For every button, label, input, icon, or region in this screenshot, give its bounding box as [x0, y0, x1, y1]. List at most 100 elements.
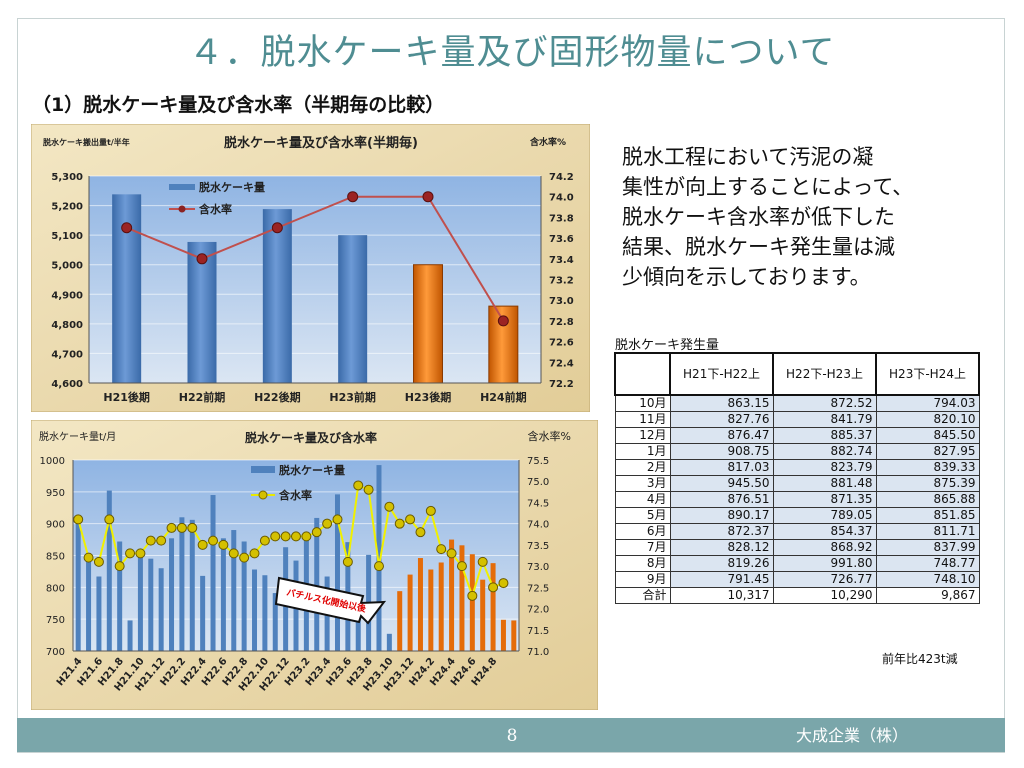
table-row: 6月 872.37 854.37 811.71: [614, 523, 980, 540]
moisture-point: [196, 253, 208, 265]
y2-tick-label: 72.0: [527, 605, 549, 616]
moisture-point: [353, 480, 364, 491]
month-cell: 9月: [614, 571, 671, 588]
y-tick-label: 5,300: [51, 172, 83, 183]
month-cell: 合計: [614, 587, 671, 604]
table-column-header: H22下-H23上: [772, 352, 877, 396]
moisture-point: [280, 531, 291, 542]
y-axis-label: 脱水ケーキ量t/月: [39, 430, 116, 443]
value-cell: 991.80: [772, 555, 877, 572]
y-tick-label: 5,200: [51, 202, 83, 213]
month-cell: 10月: [614, 394, 671, 412]
year-comparison-note: 前年比423t減: [882, 652, 958, 666]
legend-bar-swatch: [251, 466, 275, 473]
y-tick-label: 4,700: [51, 349, 83, 360]
moisture-point: [394, 518, 405, 529]
y2-tick-label: 73.8: [549, 213, 574, 224]
bar: [241, 541, 247, 651]
bar: [179, 517, 185, 651]
bar: [262, 209, 292, 383]
value-cell: 820.10: [875, 411, 980, 428]
value-cell: 748.77: [875, 555, 980, 572]
bar: [272, 593, 278, 651]
moisture-point: [311, 527, 322, 538]
value-cell: 789.05: [772, 507, 877, 524]
value-cell: 871.35: [772, 491, 877, 508]
bar: [459, 545, 465, 651]
description-line: 集性が向上することによって、: [622, 175, 914, 199]
moisture-point: [135, 548, 146, 559]
value-cell: 827.76: [669, 411, 774, 428]
legend-line-label: 含水率: [198, 202, 232, 216]
y2-tick-label: 72.5: [527, 583, 549, 594]
y-tick-label: 5,100: [51, 231, 83, 242]
moisture-point: [208, 535, 219, 546]
legend-line-marker: [178, 205, 186, 213]
moisture-point: [332, 514, 343, 525]
bar: [490, 563, 496, 651]
bar: [334, 494, 340, 651]
y-tick-label: 700: [46, 647, 65, 658]
moisture-point: [270, 531, 281, 542]
section-subtitle: （1）脱水ケーキ量及び含水率（半期毎の比較）: [32, 94, 445, 116]
half-year-chart-svg: 4,600 4,700 4,800 4,900 5,000 5,100 5,200 5,300…: [30, 123, 591, 413]
month-cell: 1月: [614, 443, 671, 460]
moisture-point: [422, 191, 434, 203]
bar: [262, 575, 268, 651]
moisture-line: [126, 195, 505, 322]
value-cell: 845.50: [875, 427, 980, 444]
legend-bar-label: 脱水ケーキ量: [279, 463, 345, 477]
moisture-point: [197, 539, 208, 550]
value-cell: 872.52: [772, 394, 877, 412]
y-tick-label: 4,900: [51, 290, 83, 301]
value-cell: 876.51: [669, 491, 774, 508]
legend: 脱水ケーキ量 含水率: [251, 463, 345, 502]
monthly-chart: 700 750 800 850 900 950 1000 71.0 71.5 72.0 72.5 73…: [30, 419, 599, 711]
moisture-point: [114, 561, 125, 572]
value-cell: 726.77: [772, 571, 877, 588]
bar: [117, 541, 123, 651]
moisture-point: [467, 590, 478, 601]
y2-tick-label: 73.6: [549, 234, 574, 245]
y2-tick-label: 72.6: [549, 338, 574, 349]
y-tick-label: 4,600: [51, 379, 83, 390]
bar: [500, 619, 506, 651]
month-cell: 12月: [614, 427, 671, 444]
moisture-point: [176, 522, 187, 533]
slide-title: ４．脱水ケーキ量及び固形物量について: [188, 33, 836, 73]
y2-tick-label: 73.2: [549, 276, 574, 287]
y2-tick-label: 72.2: [549, 379, 574, 390]
table-row: 10月 863.15 872.52 794.03: [614, 394, 980, 412]
bar: [210, 495, 216, 651]
cake-volume-table: H21下-H22上 H22下-H23上 H23下-H24上 10月 863.15 872…: [614, 352, 980, 604]
bar: [200, 575, 206, 651]
bar: [511, 620, 517, 651]
monthly-chart-svg: 700 750 800 850 900 950 1000 71.0 71.5 72.0 72.5 73…: [30, 419, 599, 711]
y-tick-label: 5,000: [51, 261, 83, 272]
y2-tick-label: 72.4: [549, 358, 574, 369]
bar: [413, 264, 443, 384]
legend-bar-swatch: [169, 184, 195, 190]
value-cell: 791.45: [669, 571, 774, 588]
value-cell: 841.79: [772, 411, 877, 428]
y2-axis-label: 含水率%: [529, 136, 566, 148]
y-axis-label: 脱水ケーキ搬出量t/半年: [43, 137, 130, 147]
x-tick-label: H22前期: [179, 390, 226, 404]
moisture-point: [271, 222, 283, 234]
value-cell: 811.71: [875, 523, 980, 540]
bar: [148, 558, 154, 651]
y2-tick-label: 74.2: [549, 172, 574, 183]
y2-tick-label: 73.4: [549, 255, 574, 266]
month-cell: 4月: [614, 491, 671, 508]
value-cell: 882.74: [772, 443, 877, 460]
moisture-point: [301, 531, 312, 542]
moisture-point: [373, 561, 384, 572]
value-cell: 868.92: [772, 539, 877, 556]
y2-tick-label: 75.5: [527, 456, 549, 467]
moisture-point: [239, 552, 250, 563]
bar: [106, 490, 112, 651]
table-row: 9月 791.45 726.77 748.10: [614, 571, 980, 588]
bar: [169, 538, 175, 651]
table-header-corner: [614, 352, 671, 396]
month-cell: 5月: [614, 507, 671, 524]
